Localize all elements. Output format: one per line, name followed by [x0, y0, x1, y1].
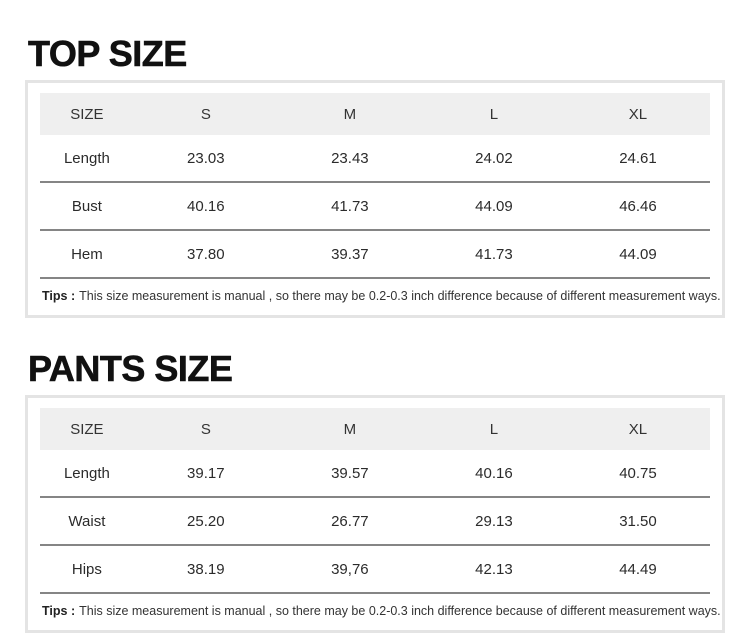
table-cell: 40.16 [475, 464, 513, 482]
table-cell: 24.61 [619, 149, 657, 167]
table-cell: 39.17 [187, 464, 225, 482]
table-cell: 26.77 [331, 512, 369, 530]
table-cell: 23.43 [331, 149, 369, 167]
table-header-cell-size: SIZE [70, 105, 104, 123]
top-size-section: TOP SIZE SIZE S M L XL Length 23.03 23.4… [25, 33, 725, 318]
table-row-hem: Hem 37.80 39.37 41.73 44.09 [40, 231, 710, 279]
table-cell: 25.20 [187, 512, 225, 530]
row-label: Hips [71, 560, 102, 578]
table-cell: 31.50 [619, 512, 657, 530]
table-cell: 37.80 [187, 245, 225, 263]
table-cell: 40.75 [619, 464, 657, 482]
tips-note: Tips : This size measurement is manual , … [40, 594, 721, 620]
table-cell: 44.49 [619, 560, 657, 578]
table-cell: 38.19 [187, 560, 225, 578]
table-header-row: SIZE S M L XL [40, 93, 710, 135]
table-cell: 40.16 [187, 197, 225, 215]
table-row-bust: Bust 40.16 41.73 44.09 46.46 [40, 183, 710, 231]
table-header-cell-m: M [343, 420, 357, 438]
table-cell: 39.57 [331, 464, 369, 482]
table-row-length: Length 39.17 39.57 40.16 40.75 [40, 450, 710, 498]
table-cell: 44.09 [619, 245, 657, 263]
table-header-cell-xl: XL [628, 420, 648, 438]
top-size-title: TOP SIZE [28, 33, 188, 74]
table-cell: 24.02 [475, 149, 513, 167]
row-label: Bust [71, 197, 102, 215]
top-size-table-card: SIZE S M L XL Length 23.03 23.43 24.02 2… [25, 80, 725, 318]
table-header-cell-s: S [200, 420, 211, 438]
pants-size-table-card: SIZE S M L XL Length 39.17 39.57 40.16 4… [25, 395, 725, 633]
table-cell: 41.73 [475, 245, 513, 263]
table-header-cell-l: L [489, 105, 499, 123]
row-label: Length [63, 464, 110, 482]
table-row-hips: Hips 38.19 39,76 42.13 44.49 [40, 546, 710, 594]
tips-text: This size measurement is manual , so the… [79, 604, 721, 618]
table-cell: 42.13 [475, 560, 513, 578]
table-header-cell-l: L [489, 420, 499, 438]
table-header-row: SIZE S M L XL [40, 408, 710, 450]
table-header-cell-s: S [200, 105, 211, 123]
table-cell: 39,76 [331, 560, 369, 578]
tips-label: Tips : [42, 604, 76, 618]
table-header-cell-m: M [343, 105, 357, 123]
pants-size-section: PANTS SIZE SIZE S M L XL Length 39.17 39… [25, 348, 725, 633]
row-label: Hem [71, 245, 103, 263]
table-cell: 41.73 [331, 197, 369, 215]
row-label: Waist [68, 512, 106, 530]
table-row-waist: Waist 25.20 26.77 29.13 31.50 [40, 498, 710, 546]
table-cell: 23.03 [187, 149, 225, 167]
table-header-cell-xl: XL [628, 105, 648, 123]
table-cell: 44.09 [475, 197, 513, 215]
table-cell: 46.46 [619, 197, 657, 215]
tips-label: Tips : [42, 289, 76, 303]
tips-text: This size measurement is manual , so the… [79, 289, 721, 303]
table-row-length: Length 23.03 23.43 24.02 24.61 [40, 135, 710, 183]
tips-note: Tips : This size measurement is manual , … [40, 279, 721, 305]
row-label: Length [63, 149, 110, 167]
table-cell: 39.37 [331, 245, 369, 263]
table-header-cell-size: SIZE [70, 420, 104, 438]
table-cell: 29.13 [475, 512, 513, 530]
pants-size-title: PANTS SIZE [28, 348, 233, 389]
